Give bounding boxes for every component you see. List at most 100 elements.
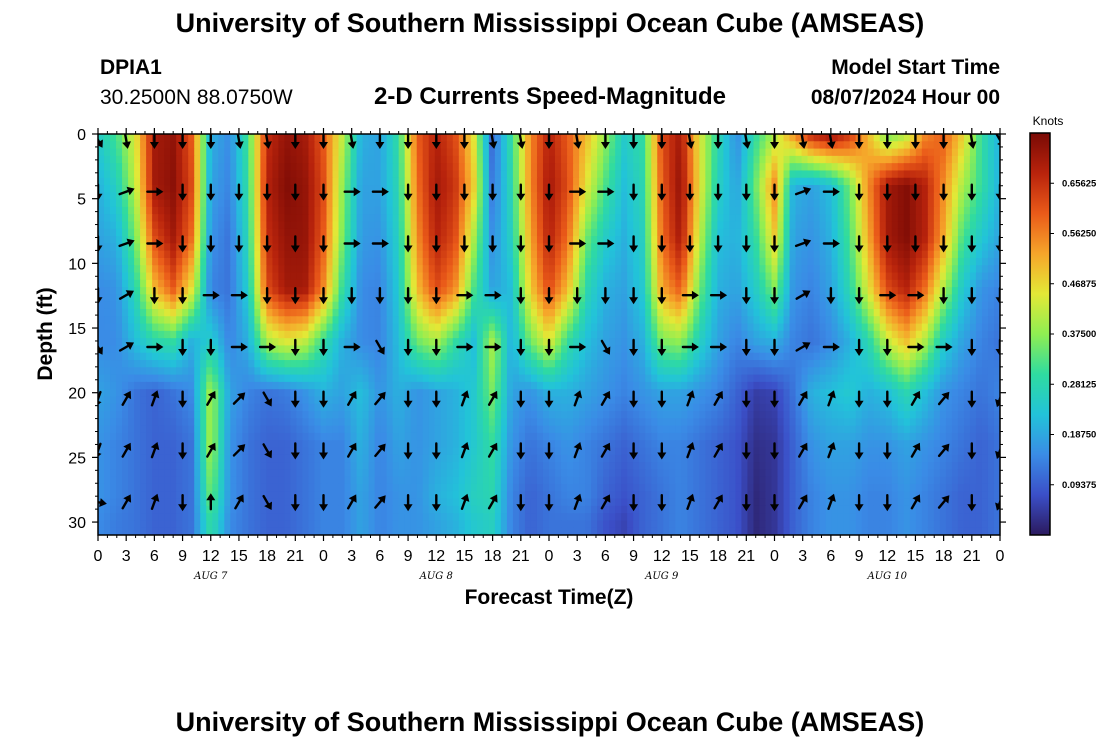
heatmap-cell: [663, 155, 670, 164]
heatmap-cell: [332, 338, 340, 347]
heatmap-cell: [254, 316, 261, 325]
heatmap-cell: [476, 214, 484, 223]
heatmap-cell: [801, 177, 809, 186]
heatmap-cell: [326, 155, 334, 164]
heatmap-cell: [356, 287, 364, 295]
heatmap-cell: [843, 287, 851, 295]
heatmap-cell: [164, 272, 171, 281]
heatmap-cell: [368, 367, 376, 376]
heatmap-cell: [633, 170, 640, 179]
heatmap-cell: [344, 323, 352, 332]
heatmap-cell: [645, 199, 652, 208]
heatmap-cell: [452, 257, 460, 266]
heatmap-cell: [561, 206, 568, 215]
heatmap-cell: [134, 148, 141, 157]
heatmap-cell: [849, 170, 857, 179]
heatmap-cell: [248, 308, 255, 317]
heatmap-cell: [723, 148, 730, 157]
heatmap-cell: [488, 214, 496, 223]
heatmap-cell: [302, 265, 310, 274]
heatmap-cell: [110, 257, 117, 266]
heatmap-cell: [284, 243, 292, 252]
heatmap-cell: [729, 301, 737, 310]
heatmap-cell: [741, 170, 749, 179]
heatmap-cell: [831, 228, 839, 237]
heatmap-cell: [609, 294, 616, 303]
heatmap-cell: [344, 185, 352, 193]
heatmap-cell: [699, 330, 706, 339]
heatmap-cell: [957, 192, 965, 201]
heatmap-cell: [158, 228, 165, 237]
heatmap-cell: [296, 185, 304, 193]
heatmap-cell: [368, 287, 376, 295]
heatmap-cell: [573, 338, 580, 347]
heatmap-cell: [747, 141, 755, 150]
heatmap-cell: [879, 265, 887, 274]
heatmap-cell: [140, 177, 147, 186]
heatmap-cell: [524, 330, 532, 339]
heatmap-cell: [855, 265, 863, 274]
heatmap-cell: [218, 345, 225, 354]
heatmap-cell: [122, 330, 129, 339]
heatmap-cell: [236, 206, 243, 215]
heatmap-cell: [128, 214, 135, 223]
heatmap-cell: [681, 367, 688, 376]
heatmap-cell: [561, 250, 568, 259]
heatmap-cell: [903, 206, 911, 215]
heatmap-cell: [675, 148, 682, 157]
heatmap-cell: [224, 294, 231, 303]
heatmap-cell: [789, 163, 797, 172]
heatmap-cell: [512, 345, 520, 354]
heatmap-cell: [260, 338, 267, 347]
heatmap-cell: [753, 199, 761, 208]
heatmap-cell: [867, 155, 875, 164]
heatmap-cell: [230, 308, 237, 317]
heatmap-cell: [855, 330, 863, 339]
heatmap-cell: [975, 221, 983, 230]
heatmap-cell: [645, 228, 652, 237]
heatmap-cell: [759, 279, 767, 288]
heatmap-cell: [723, 287, 730, 295]
heatmap-cell: [777, 221, 785, 230]
heatmap-cell: [975, 199, 983, 208]
heatmap-cell: [140, 345, 147, 354]
heatmap-cell: [410, 199, 418, 208]
heatmap-cell: [801, 360, 809, 368]
heatmap-cell: [879, 134, 887, 142]
heatmap-cell: [831, 163, 839, 172]
heatmap-cell: [969, 279, 977, 288]
heatmap-cell: [933, 163, 941, 172]
heatmap-cell: [573, 308, 580, 317]
heatmap-cell: [248, 367, 255, 376]
heatmap-cell: [825, 265, 833, 274]
heatmap-cell: [621, 155, 628, 164]
heatmap-cell: [146, 214, 153, 223]
heatmap-cell: [945, 221, 953, 230]
heatmap-cell: [609, 214, 616, 223]
heatmap-cell: [212, 279, 219, 288]
heatmap-cell: [530, 367, 538, 376]
heatmap-cell: [639, 265, 646, 274]
heatmap-cell: [627, 352, 634, 361]
heatmap-cell: [963, 199, 971, 208]
heatmap-cell: [687, 257, 694, 266]
heatmap-cell: [933, 345, 941, 354]
heatmap-cell: [639, 367, 646, 376]
heatmap-cell: [801, 228, 809, 237]
heatmap-cell: [176, 236, 183, 244]
heatmap-cell: [957, 330, 965, 339]
heatmap-cell: [813, 228, 821, 237]
heatmap-cell: [134, 345, 141, 354]
heatmap-cell: [290, 257, 298, 266]
model-start-value: 08/07/2024 Hour 00: [810, 86, 1000, 109]
heatmap-cell: [579, 221, 586, 230]
heatmap-cell: [506, 155, 514, 164]
heatmap-cell: [705, 228, 712, 237]
heatmap-cell: [542, 272, 550, 281]
heatmap-cell: [885, 294, 893, 303]
heatmap-cell: [506, 308, 514, 317]
heatmap-cell: [254, 163, 261, 172]
heatmap-cell: [104, 352, 111, 361]
heatmap-cell: [296, 170, 304, 179]
heatmap-cell: [957, 279, 965, 288]
